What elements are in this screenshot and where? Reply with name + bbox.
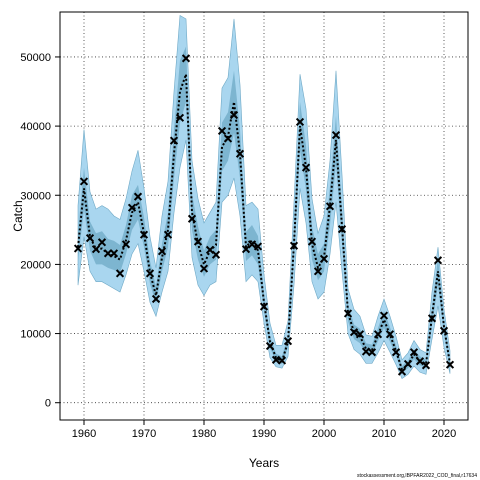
catch-marker-1991	[265, 341, 275, 351]
catch-marker-2000	[319, 254, 329, 263]
catch-marker-1975	[169, 136, 179, 145]
y-tick-label-30000: 30000	[20, 190, 51, 202]
catch-marker-2015	[409, 348, 419, 357]
catch-marker-2011	[385, 330, 395, 339]
catch-marker-1988	[247, 240, 257, 249]
catch-marker-2021	[445, 360, 455, 369]
catch-marker-2005	[349, 328, 359, 337]
catch-marker-1997	[301, 163, 311, 172]
catch-marker-2019	[433, 256, 443, 265]
grid-lines	[60, 12, 468, 420]
x-axis: 1960 1970 1980 1990 2000 2010 2020	[72, 420, 456, 440]
catch-marker-2006	[355, 330, 365, 339]
catch-marker-2002	[331, 130, 341, 140]
x-tick-label-2000: 2000	[312, 428, 336, 440]
y-tick-label-20000: 20000	[20, 259, 51, 271]
catch-marker-2010	[379, 311, 389, 320]
catch-marker-2018	[427, 314, 437, 323]
catch-marker-1969	[133, 192, 143, 201]
catch-marker-2001	[325, 202, 335, 211]
catch-marker-1959	[73, 244, 83, 253]
y-tick-label-40000: 40000	[20, 121, 51, 133]
catch-marker-1971	[145, 269, 155, 278]
catch-marker-1961	[85, 234, 95, 243]
catch-marker-1989	[253, 242, 263, 251]
catch-marker-1966	[115, 269, 125, 278]
catch-marker-2016	[415, 357, 425, 366]
catch-marker-2013	[397, 367, 407, 376]
x-tick-label-1990: 1990	[252, 428, 276, 440]
catch-marker-1999	[313, 267, 323, 276]
source-credit: stockassessment.org,IBPFAR2022_COD_final…	[357, 473, 477, 479]
y-tick-label-0: 0	[45, 398, 51, 410]
y-axis: 0 10000 20000 30000 40000 50000	[20, 52, 60, 410]
catch-marker-1960	[79, 177, 89, 186]
catch-marker-1985	[229, 110, 239, 120]
catch-marker-1965	[109, 249, 119, 258]
catch-marker-1980	[199, 264, 209, 273]
y-axis-title: Catch	[11, 200, 25, 231]
x-axis-title: Years	[249, 456, 279, 470]
catch-marker-1968	[127, 203, 137, 212]
catch-marker-2014	[403, 359, 413, 369]
catch-marker-1978	[187, 214, 197, 223]
catch-marker-2009	[373, 330, 383, 339]
catch-marker-1982	[211, 250, 221, 259]
catch-marker-2003	[337, 225, 347, 234]
catch-marker-2004	[343, 309, 353, 318]
x-tick-label-1980: 1980	[192, 428, 216, 440]
catch-marker-1994	[283, 337, 293, 346]
catch-marker-1984	[223, 134, 233, 143]
catch-marker-1977	[181, 54, 191, 63]
catch-marker-1998	[307, 237, 317, 246]
catch-marker-1976	[175, 113, 185, 122]
catch-marker-2017	[421, 361, 431, 370]
catch-marker-1970	[139, 230, 149, 239]
x-tick-label-1960: 1960	[72, 428, 96, 440]
x-tick-label-1970: 1970	[132, 428, 156, 440]
observed-catch-markers	[73, 54, 455, 376]
estimate-line	[77, 73, 451, 372]
catch-marker-2012	[391, 348, 401, 357]
catch-marker-1964	[103, 249, 113, 258]
catch-marker-1974	[163, 230, 173, 239]
catch-marker-1995	[289, 241, 299, 250]
catch-marker-2008	[367, 348, 377, 357]
catch-marker-1979	[193, 237, 203, 246]
catch-marker-1996	[295, 117, 305, 127]
x-tick-label-2020: 2020	[432, 428, 456, 440]
catch-marker-2020	[439, 326, 449, 335]
catch-marker-1990	[259, 302, 269, 311]
catch-marker-1967	[121, 240, 131, 249]
x-tick-label-2010: 2010	[372, 428, 396, 440]
catch-marker-1993	[277, 356, 287, 365]
catch-marker-1983	[217, 126, 227, 136]
catch-marker-1986	[235, 149, 245, 158]
y-tick-label-50000: 50000	[20, 52, 51, 64]
y-tick-label-10000: 10000	[20, 329, 51, 341]
catch-marker-1972	[151, 294, 161, 304]
catch-marker-1962	[91, 245, 101, 254]
catch-marker-1973	[157, 247, 167, 256]
catch-marker-1963	[97, 238, 107, 247]
